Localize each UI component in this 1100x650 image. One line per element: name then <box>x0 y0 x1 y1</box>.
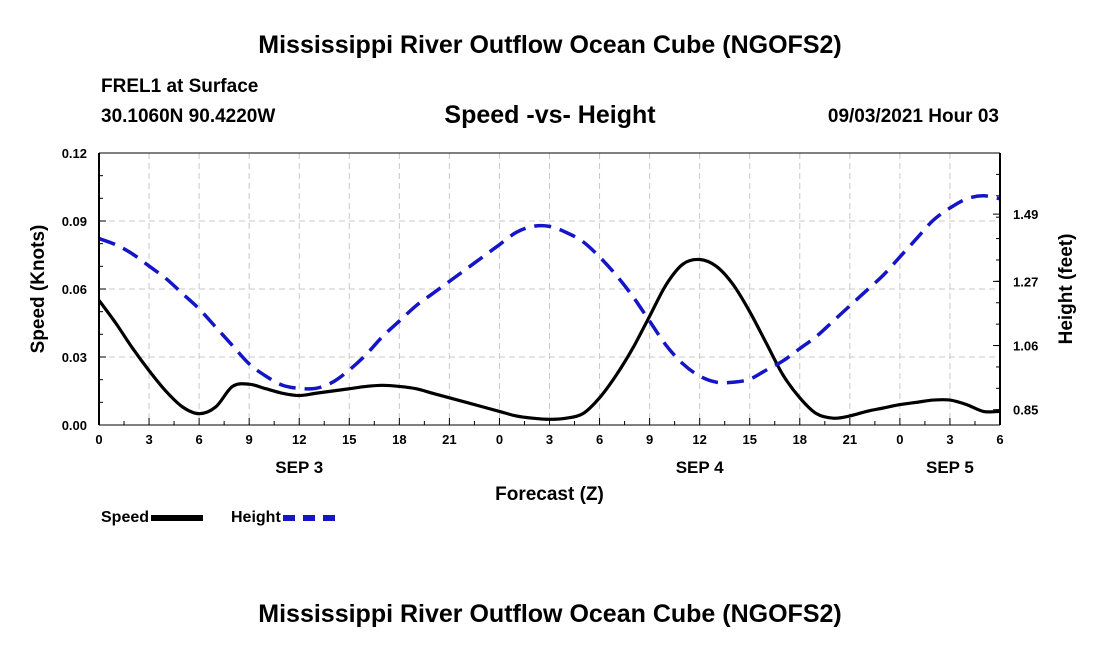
x-tick-label: 15 <box>342 432 356 447</box>
page-title: Mississippi River Outflow Ocean Cube (NG… <box>258 31 842 59</box>
x-tick-label: 0 <box>95 432 102 447</box>
y-left-tick-label: 0.09 <box>62 214 87 229</box>
x-tick-label: 21 <box>442 432 456 447</box>
x-tick-label: 15 <box>742 432 756 447</box>
legend-height-label: Height <box>231 509 281 526</box>
y-right-tick-label: 1.27 <box>1013 274 1038 289</box>
x-tick-label: 9 <box>646 432 653 447</box>
y-left-tick-label: 0.00 <box>62 418 87 433</box>
legend-speed: Speed <box>101 509 204 527</box>
grid <box>99 153 1000 425</box>
x-tick-label: 3 <box>546 432 553 447</box>
x-tick-label: 6 <box>596 432 603 447</box>
y-right-axis-title: Height (feet) <box>1056 234 1077 345</box>
x-tick-label: 18 <box>793 432 807 447</box>
chart-title: Speed -vs- Height <box>444 101 656 129</box>
y-left-axis-title: Speed (Knots) <box>28 225 49 354</box>
x-day-label: SEP 4 <box>676 458 724 477</box>
x-tick-label: 18 <box>392 432 406 447</box>
axis-labels: 0 3 6 9 12 15 18 21 0 3 6 9 12 15 18 21 0 3 6 SEP 3 SEP 4 SEP… <box>28 146 1077 505</box>
x-tick-label: 12 <box>692 432 706 447</box>
axes <box>98 152 1001 426</box>
y-left-tick-label: 0.12 <box>62 146 87 161</box>
x-tick-label: 12 <box>292 432 306 447</box>
x-tick-label: 21 <box>843 432 857 447</box>
legend-height: Height <box>231 509 335 527</box>
footer-title: Mississippi River Outflow Ocean Cube (NG… <box>258 600 842 628</box>
y-right-tick-label: 1.49 <box>1013 207 1038 222</box>
y-left-tick-label: 0.06 <box>62 282 87 297</box>
station-label: FREL1 at Surface <box>101 76 259 97</box>
y-right-tick-label: 0.85 <box>1013 403 1038 418</box>
x-tick-label: 0 <box>496 432 503 447</box>
x-day-label: SEP 3 <box>275 458 323 477</box>
x-tick-label: 3 <box>946 432 953 447</box>
x-tick-label: 9 <box>246 432 253 447</box>
y-right-tick-label: 1.06 <box>1013 339 1038 354</box>
x-tick-label: 6 <box>195 432 202 447</box>
station-coordinates: 30.1060N 90.4220W <box>101 106 276 127</box>
x-axis-title: Forecast (Z) <box>495 484 604 505</box>
y-left-tick-label: 0.03 <box>62 350 87 365</box>
legend-speed-label: Speed <box>101 509 150 526</box>
x-tick-label: 0 <box>896 432 903 447</box>
forecast-datetime: 09/03/2021 Hour 03 <box>827 106 999 127</box>
x-tick-label: 6 <box>996 432 1003 447</box>
legend-height-swatch <box>282 515 335 521</box>
x-tick-label: 3 <box>145 432 152 447</box>
series-line-height <box>99 194 1000 391</box>
legend-speed-swatch <box>151 515 204 521</box>
x-day-label: SEP 5 <box>926 458 974 477</box>
